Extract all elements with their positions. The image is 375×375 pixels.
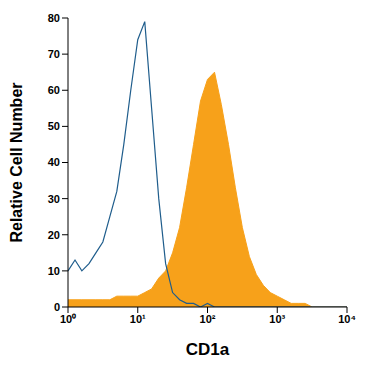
svg-text:20: 20 (48, 229, 60, 241)
svg-text:0: 0 (54, 301, 60, 313)
svg-text:10²: 10² (200, 313, 216, 325)
svg-text:40: 40 (48, 156, 60, 168)
svg-text:10: 10 (48, 265, 60, 277)
svg-text:10⁴: 10⁴ (338, 313, 356, 325)
svg-text:50: 50 (48, 120, 60, 132)
svg-text:10³: 10³ (269, 313, 285, 325)
svg-text:10⁰: 10⁰ (60, 313, 76, 325)
svg-text:30: 30 (48, 193, 60, 205)
svg-text:80: 80 (48, 12, 60, 24)
svg-text:10¹: 10¹ (130, 313, 146, 325)
svg-text:Relative Cell Number: Relative Cell Number (8, 82, 25, 242)
svg-text:CD1a: CD1a (186, 340, 230, 359)
svg-text:70: 70 (48, 48, 60, 60)
svg-text:60: 60 (48, 84, 60, 96)
